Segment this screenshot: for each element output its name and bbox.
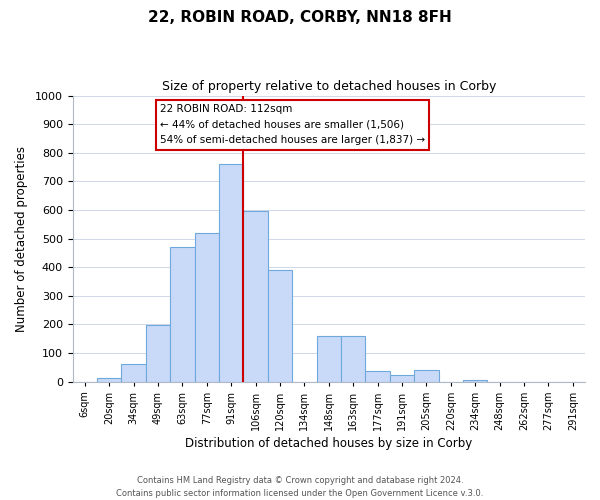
Bar (365, 370, 390, 382)
Bar (463, 380, 487, 382)
Text: 22 ROBIN ROAD: 112sqm
← 44% of detached houses are smaller (1,506)
54% of semi-d: 22 ROBIN ROAD: 112sqm ← 44% of detached … (160, 104, 425, 146)
X-axis label: Distribution of detached houses by size in Corby: Distribution of detached houses by size … (185, 437, 472, 450)
Bar (219, 164, 244, 382)
Text: Contains HM Land Registry data © Crown copyright and database right 2024.
Contai: Contains HM Land Registry data © Crown c… (116, 476, 484, 498)
Title: Size of property relative to detached houses in Corby: Size of property relative to detached ho… (161, 80, 496, 93)
Bar (341, 336, 365, 382)
Bar (390, 375, 414, 382)
Bar (146, 326, 170, 382)
Y-axis label: Number of detached properties: Number of detached properties (15, 146, 28, 332)
Bar (414, 370, 439, 382)
Bar (194, 234, 219, 382)
Bar (97, 378, 121, 382)
Bar (268, 270, 292, 382)
Bar (317, 336, 341, 382)
Bar (170, 247, 194, 382)
Bar (244, 212, 268, 382)
Bar (121, 364, 146, 382)
Text: 22, ROBIN ROAD, CORBY, NN18 8FH: 22, ROBIN ROAD, CORBY, NN18 8FH (148, 10, 452, 25)
